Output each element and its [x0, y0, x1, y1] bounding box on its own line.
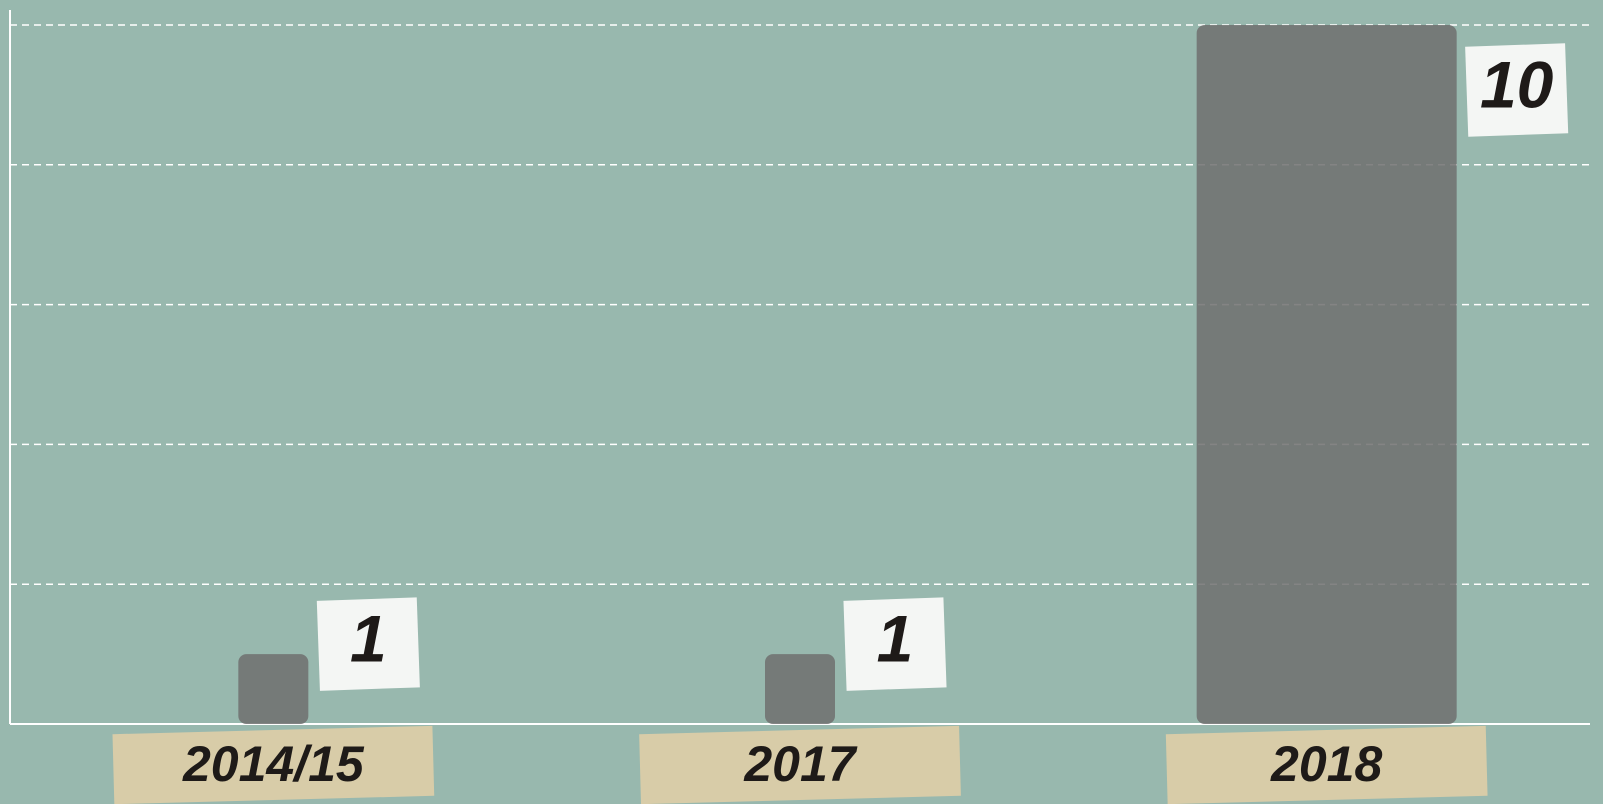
x-tick-label: 2014/15: [182, 736, 365, 792]
value-label: 1: [350, 602, 387, 676]
value-label-paper: [843, 597, 947, 691]
value-label: 1: [877, 602, 914, 676]
value-label: 10: [1480, 47, 1554, 121]
category-tape: [112, 725, 435, 804]
bar: [238, 654, 309, 724]
x-tick-label: 2018: [1270, 736, 1382, 792]
category-tape: [1165, 725, 1488, 804]
x-tick-label: 2017: [743, 736, 857, 792]
category-tape: [639, 725, 961, 804]
bar: [765, 654, 835, 724]
bar: [1196, 25, 1457, 724]
value-label-paper: [316, 597, 420, 691]
value-label-paper: [1465, 43, 1569, 137]
